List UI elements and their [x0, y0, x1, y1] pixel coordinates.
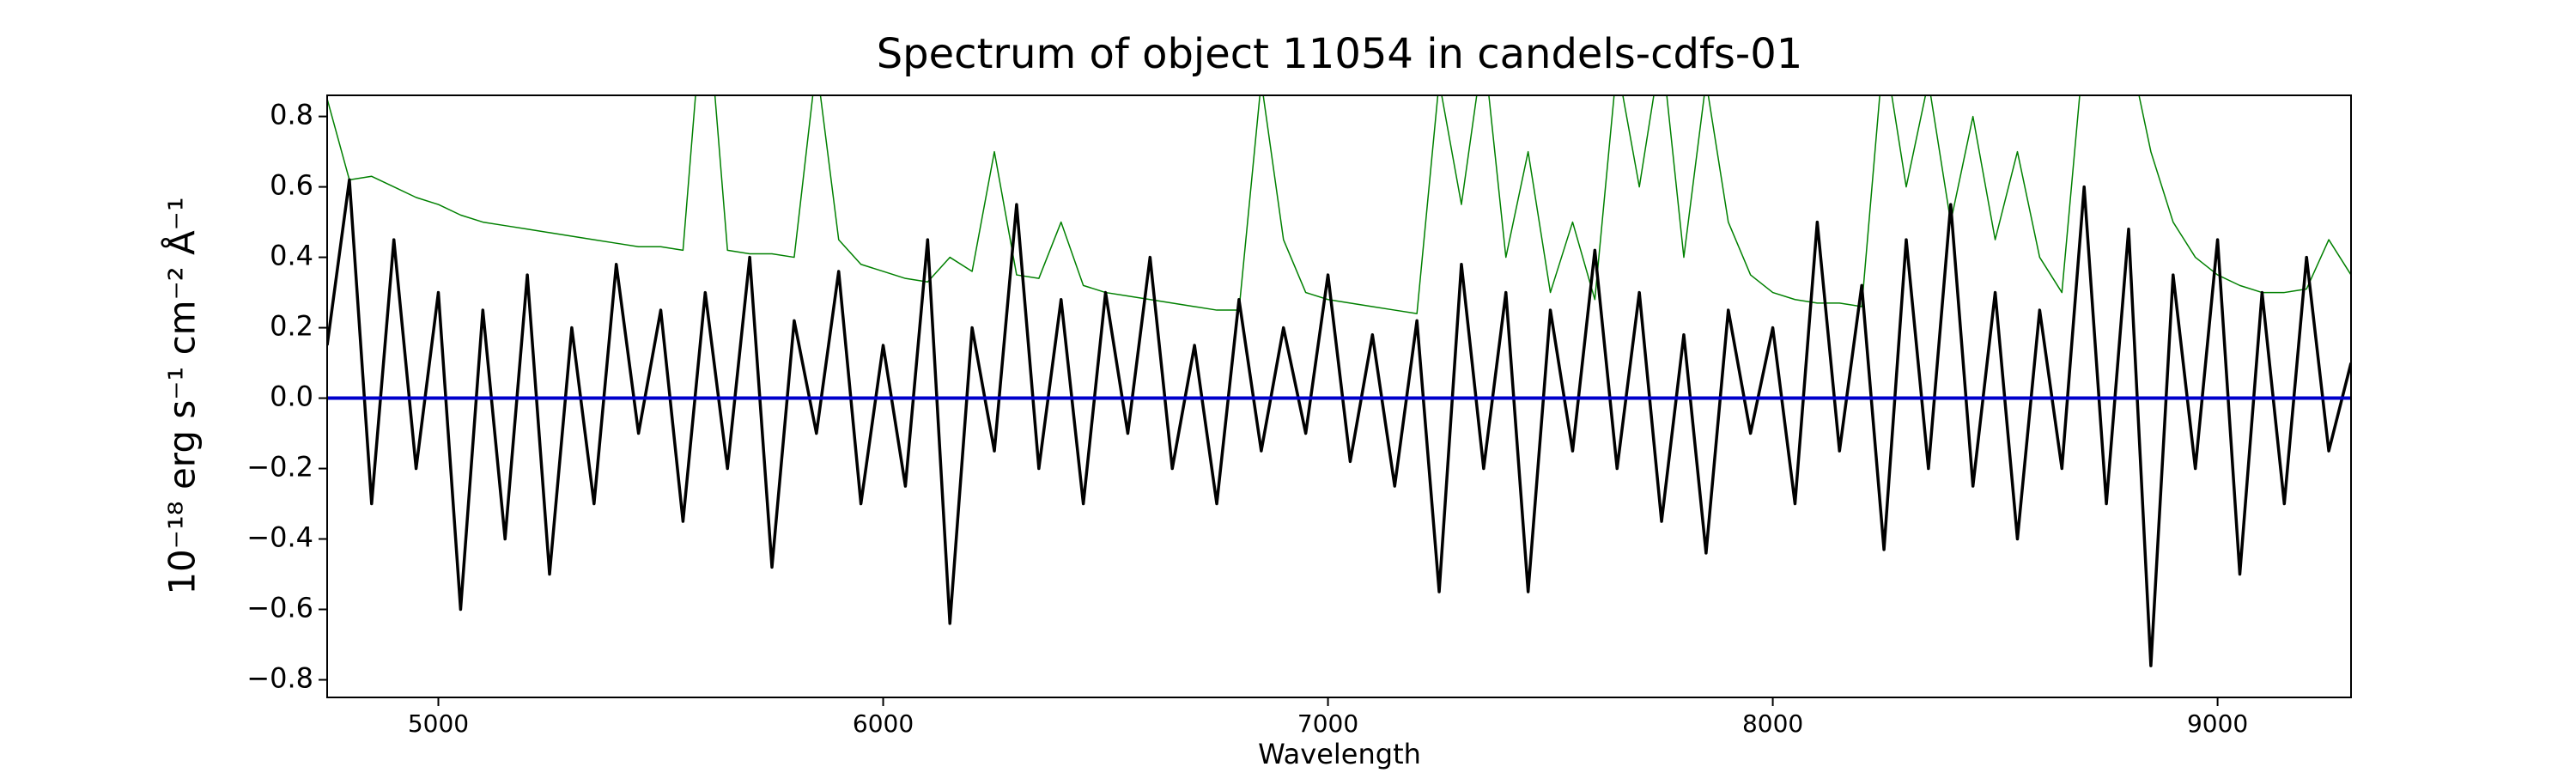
y-axis-label: 10⁻¹⁸ erg s⁻¹ cm⁻² Å⁻¹ — [161, 197, 204, 594]
x-axis-label: Wavelength — [1258, 738, 1421, 770]
spectrum-line — [327, 178, 2351, 667]
y-tick-label: 0.8 — [270, 99, 313, 131]
y-tick-label: −0.6 — [246, 592, 313, 624]
y-tick-label: −0.8 — [246, 662, 313, 695]
plot-area — [327, 95, 2351, 667]
x-tick-label: 7000 — [1297, 709, 1358, 738]
spectrum-line — [327, 95, 2351, 314]
x-tick-label: 6000 — [853, 709, 914, 738]
y-tick-label: −0.4 — [246, 521, 313, 554]
chart-title: Spectrum of object 11054 in candels-cdfs… — [877, 30, 1803, 78]
axes-frame — [326, 94, 2352, 698]
y-tick-label: 0.4 — [270, 240, 313, 272]
x-tick-label: 8000 — [1742, 709, 1803, 738]
y-tick-label: 0.0 — [270, 380, 313, 413]
y-tick-label: −0.2 — [246, 451, 313, 484]
x-tick-label: 9000 — [2187, 709, 2248, 738]
x-tick-label: 5000 — [408, 709, 469, 738]
y-tick-label: 0.6 — [270, 169, 313, 202]
y-tick-label: 0.2 — [270, 310, 313, 343]
